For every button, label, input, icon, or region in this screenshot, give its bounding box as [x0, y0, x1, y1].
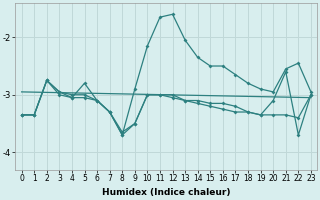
- X-axis label: Humidex (Indice chaleur): Humidex (Indice chaleur): [102, 188, 230, 197]
